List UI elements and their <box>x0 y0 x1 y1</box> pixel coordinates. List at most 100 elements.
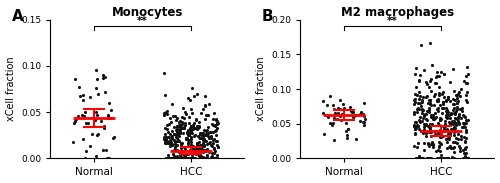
Point <box>414 157 422 160</box>
Point <box>190 134 198 137</box>
Point <box>185 121 193 124</box>
Point <box>458 138 466 141</box>
Point <box>418 98 426 101</box>
Point <box>451 113 459 115</box>
Point <box>424 101 432 104</box>
Point <box>412 73 420 76</box>
Point <box>102 90 110 93</box>
Point <box>202 148 210 151</box>
Point <box>418 157 426 160</box>
Point <box>188 157 196 160</box>
Point <box>336 98 344 101</box>
Point <box>174 138 182 141</box>
Point <box>208 152 216 155</box>
Point <box>186 157 194 160</box>
Point <box>434 148 442 151</box>
Point <box>168 138 175 141</box>
Point <box>442 100 450 103</box>
Point <box>449 103 457 106</box>
Point <box>462 128 470 131</box>
Point <box>178 157 186 160</box>
Point <box>202 114 210 117</box>
Point <box>168 143 175 146</box>
Point <box>358 112 366 115</box>
Point <box>186 157 194 160</box>
Point <box>432 117 440 120</box>
Point <box>196 147 204 150</box>
Point <box>204 125 212 128</box>
Point <box>437 117 445 120</box>
Point <box>331 112 339 115</box>
Point <box>334 111 342 114</box>
Point <box>418 44 426 46</box>
Point <box>184 157 192 160</box>
Point <box>426 98 434 101</box>
Point <box>330 103 338 106</box>
Point <box>164 139 172 142</box>
Point <box>198 134 206 137</box>
Point <box>442 157 450 160</box>
Point <box>176 153 184 156</box>
Point <box>438 111 446 114</box>
Point <box>199 157 207 160</box>
Point <box>166 117 174 120</box>
Point <box>160 136 168 139</box>
Point <box>189 128 197 130</box>
Point <box>206 131 214 134</box>
Point <box>166 157 174 160</box>
Point <box>179 157 187 160</box>
Point <box>178 153 186 156</box>
Point <box>166 145 174 148</box>
Point <box>212 157 220 160</box>
Point <box>356 119 364 122</box>
Point <box>199 156 207 159</box>
Point <box>461 148 469 151</box>
Point <box>415 154 423 157</box>
Point <box>175 124 183 126</box>
Point <box>414 157 422 160</box>
Point <box>200 157 208 160</box>
Point <box>98 77 106 80</box>
Point <box>436 118 444 121</box>
Point <box>180 157 188 160</box>
Point <box>360 121 368 124</box>
Point <box>164 157 172 160</box>
Point <box>410 123 418 126</box>
Point <box>192 118 200 121</box>
Point <box>440 127 448 130</box>
Point <box>203 128 211 131</box>
Point <box>70 122 78 125</box>
Point <box>459 126 467 129</box>
Point <box>444 95 452 98</box>
Point <box>411 97 419 100</box>
Point <box>176 131 184 134</box>
Point <box>450 103 458 106</box>
Point <box>212 157 220 160</box>
Point <box>412 94 420 97</box>
Point <box>458 125 466 128</box>
Point <box>432 70 440 73</box>
Point <box>412 157 420 160</box>
Point <box>349 115 357 118</box>
Point <box>165 157 173 160</box>
Point <box>171 146 179 149</box>
Point <box>446 114 454 117</box>
Point <box>436 157 444 160</box>
Point <box>162 111 170 114</box>
Point <box>444 109 452 112</box>
Point <box>426 128 434 131</box>
Point <box>449 108 457 111</box>
Point <box>202 105 209 108</box>
Point <box>173 130 181 133</box>
Point <box>182 132 190 135</box>
Point <box>202 129 210 132</box>
Point <box>176 131 184 134</box>
Point <box>442 116 450 119</box>
Point <box>188 111 196 114</box>
Point <box>165 157 173 160</box>
Point <box>442 146 450 149</box>
Point <box>426 98 434 101</box>
Point <box>334 107 342 110</box>
Point <box>418 109 426 111</box>
Point <box>170 138 178 141</box>
